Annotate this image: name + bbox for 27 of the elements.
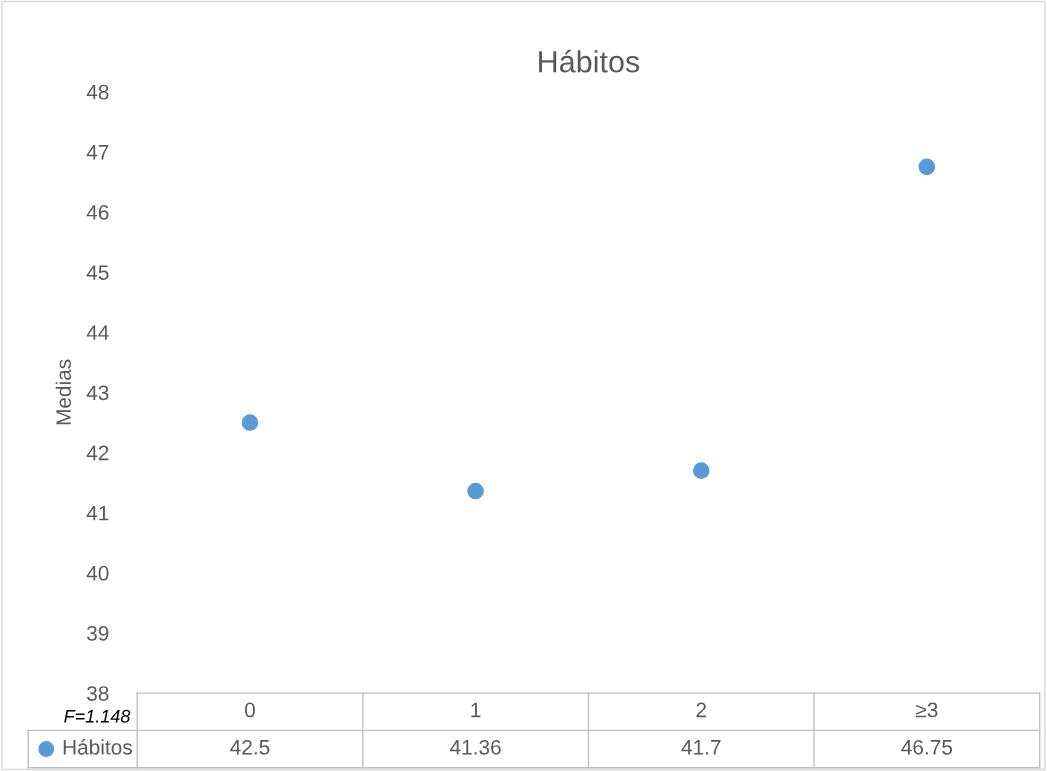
y-tick-label: 46	[86, 205, 109, 220]
y-axis-title: Medias	[55, 359, 71, 425]
x-tick-label: 0	[244, 702, 255, 718]
data-label: 42.5	[230, 739, 270, 755]
text: F=1.148	[64, 709, 131, 723]
y-tick-label: 48	[86, 84, 109, 100]
y-tick-label: 45	[86, 265, 109, 280]
y-tick-label: 44	[86, 325, 109, 340]
y-tick-label: 38	[87, 686, 109, 701]
y-tick-label: 39	[87, 625, 109, 641]
point	[467, 482, 484, 500]
legend-label: Hábitos	[63, 739, 132, 755]
point	[241, 414, 259, 431]
y-tick-label: 43	[86, 385, 109, 401]
y-tick-label: 41	[86, 505, 109, 521]
chart-title: Hábitos	[539, 49, 640, 73]
y-tick-label: 47	[86, 145, 109, 160]
y-tick-label: 40	[86, 565, 109, 581]
data-label: 46.75	[901, 739, 953, 755]
x-tick-label: 2	[696, 702, 706, 718]
y-tick-label: 42	[86, 445, 109, 461]
point	[918, 158, 936, 176]
data-label: 41.7	[681, 740, 721, 755]
x-tick-label: ≥3	[916, 702, 938, 718]
x-tick-label: 1	[471, 702, 481, 718]
data-label: 41.36	[450, 739, 501, 755]
point	[692, 462, 710, 479]
